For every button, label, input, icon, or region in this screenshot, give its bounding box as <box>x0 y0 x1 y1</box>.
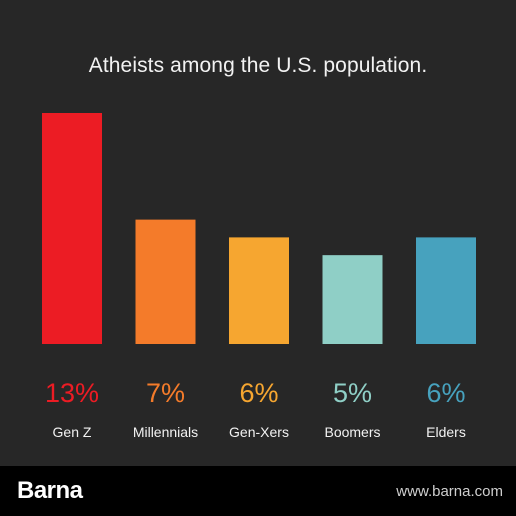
footer-bar: Barna www.barna.com <box>0 466 516 516</box>
bar-boomers <box>322 255 383 344</box>
chart-title: Atheists among the U.S. population. <box>88 54 428 77</box>
bar-chart: 13% Gen Z 7% Millennials 6% Gen-Xers 5% Boomers… <box>42 113 476 440</box>
bar-millennials <box>135 219 196 344</box>
category-label: Boomers <box>324 424 380 440</box>
category-label: Millennials <box>133 424 198 440</box>
bar-elders <box>416 237 476 344</box>
category-label: Gen Z <box>53 424 92 440</box>
category-label: Elders <box>426 424 466 440</box>
value-label: 13% <box>45 378 99 408</box>
value-label: 5% <box>333 378 372 408</box>
website-link[interactable]: www.barna.com <box>396 483 503 500</box>
value-label: 7% <box>146 378 185 408</box>
brand-logo[interactable]: Barna <box>17 477 83 504</box>
category-label: Gen-Xers <box>229 424 289 440</box>
bar-gen-z <box>42 113 102 344</box>
value-label: 6% <box>426 378 465 408</box>
bar-gen-xers <box>229 237 289 344</box>
value-label: 6% <box>239 378 278 408</box>
